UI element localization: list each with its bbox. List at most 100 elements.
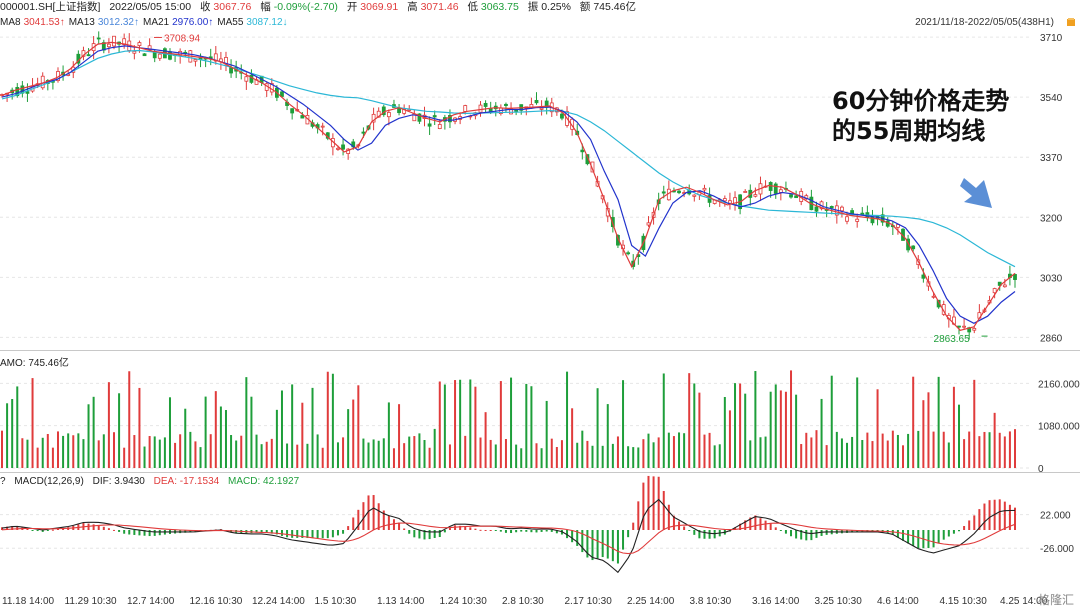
volume-bar xyxy=(861,440,864,468)
volume-bar xyxy=(41,437,44,468)
candle-body xyxy=(794,195,799,199)
volume-bar xyxy=(408,436,411,468)
macd-histogram-bar xyxy=(331,530,334,538)
candle-body xyxy=(829,206,834,209)
candle-body xyxy=(432,115,437,118)
volume-bar xyxy=(744,393,747,468)
macd-histogram-bar xyxy=(978,509,981,530)
volume-bar xyxy=(560,440,563,468)
volume-bar xyxy=(988,432,991,468)
macd-histogram-bar xyxy=(352,517,355,530)
candle-body xyxy=(244,76,249,82)
volume-bar xyxy=(112,432,115,468)
macd-histogram-bar xyxy=(403,528,406,530)
symbol-label[interactable]: 000001.SH[上证指数] xyxy=(0,1,101,13)
candle-body xyxy=(427,123,432,127)
volume-bar xyxy=(392,448,395,468)
x-tick-label: 11.18 14:00 xyxy=(2,596,55,607)
macd-histogram-bar xyxy=(1008,504,1011,530)
volume-bar xyxy=(454,380,457,468)
volume-bar xyxy=(21,438,24,468)
volume-bar xyxy=(286,443,289,468)
macd-histogram-bar xyxy=(1003,501,1006,530)
macd-histogram-bar xyxy=(504,530,507,533)
volume-bar xyxy=(398,404,401,468)
amp-label: 振 0.25% xyxy=(527,1,571,13)
volume-bar xyxy=(214,391,217,468)
volume-bar xyxy=(754,371,757,468)
volume-bar xyxy=(138,387,141,468)
candle-body xyxy=(157,53,162,59)
volume-bar xyxy=(708,432,711,468)
volume-bar xyxy=(790,370,793,468)
price-annotation-low: 2863.65 xyxy=(934,334,971,345)
volume-bar xyxy=(102,434,105,468)
macd-histogram-bar xyxy=(158,530,161,536)
volume-bar xyxy=(204,396,207,468)
macd-histogram-bar xyxy=(6,526,9,530)
quote-header: 000001.SH[上证指数] 2022/05/05 15:00 收 3067.… xyxy=(0,0,1080,16)
macd-histogram-bar xyxy=(316,530,319,539)
macd-histogram-bar xyxy=(260,530,263,533)
macd-histogram-bar xyxy=(616,530,619,564)
macd-histogram-bar xyxy=(280,530,283,536)
volume-bar xyxy=(87,404,90,468)
volume-bar xyxy=(82,439,85,468)
macd-histogram-bar xyxy=(321,530,324,539)
candle-body xyxy=(962,325,966,328)
date-range-label: 2021/11/18-2022/05/05(438H1) xyxy=(915,17,1054,28)
macd-histogram-bar xyxy=(622,530,625,550)
volume-bar xyxy=(784,391,787,468)
macd-histogram-bar xyxy=(515,530,518,533)
volume-bar xyxy=(484,412,487,468)
price-chart: 3710 3540 3370 3200 3030 2860 3708.94 2863.65 xyxy=(0,31,1063,345)
volume-bar xyxy=(123,447,126,468)
macd-histogram-bar xyxy=(810,530,813,541)
macd-histogram-bar xyxy=(459,525,462,530)
volume-bar xyxy=(474,386,477,468)
candle-body xyxy=(911,245,916,250)
macd-histogram-bar xyxy=(342,530,345,534)
macd-histogram-bar xyxy=(26,528,29,530)
macd-tick-label: 22.000 xyxy=(1040,511,1071,522)
volume-bar xyxy=(158,439,161,468)
macd-histogram-bar xyxy=(576,530,579,546)
macd-histogram-bar xyxy=(973,515,976,530)
volume-bar xyxy=(1003,436,1006,468)
volume-bar xyxy=(46,433,49,468)
volume-bar xyxy=(153,436,156,468)
candle-body xyxy=(539,107,544,110)
volume-bar xyxy=(978,436,981,468)
price-annotation-high: 3708.94 xyxy=(164,33,201,44)
macd-histogram-bar xyxy=(672,515,675,530)
volume-bar xyxy=(958,404,961,468)
volume-bar xyxy=(616,436,619,468)
expand-icon[interactable] xyxy=(1066,17,1076,27)
candle-body xyxy=(534,99,539,104)
candle-body xyxy=(336,147,340,150)
candle-body xyxy=(840,206,844,212)
macd-histogram-bar xyxy=(112,529,115,531)
candle-body xyxy=(870,216,875,224)
macd-histogram-bar xyxy=(128,530,131,535)
volume-bar xyxy=(683,433,686,468)
macd-histogram-bar xyxy=(469,527,472,530)
macd-histogram-bar xyxy=(662,490,665,530)
volume-bar xyxy=(881,433,884,468)
macd-histogram-bar xyxy=(296,530,299,538)
x-tick-label: 11.29 10:30 xyxy=(64,596,117,607)
macd-histogram-bar xyxy=(392,519,395,530)
macd-question-mark[interactable]: ? xyxy=(0,476,6,487)
macd-histogram-bar xyxy=(591,530,594,561)
macd-histogram-bar xyxy=(632,522,635,530)
high-label: 高 3071.46 xyxy=(407,1,459,13)
macd-histogram-bar xyxy=(917,530,920,549)
macd-histogram-bar xyxy=(133,530,136,535)
candle-body xyxy=(692,194,697,197)
volume-bar xyxy=(942,431,945,468)
volume-tick-label: 1080.000 xyxy=(1038,422,1080,433)
macd-histogram-bar xyxy=(586,530,589,558)
volume-bar xyxy=(871,441,874,468)
volume-bar xyxy=(1,430,3,468)
volume-bar xyxy=(464,435,467,468)
